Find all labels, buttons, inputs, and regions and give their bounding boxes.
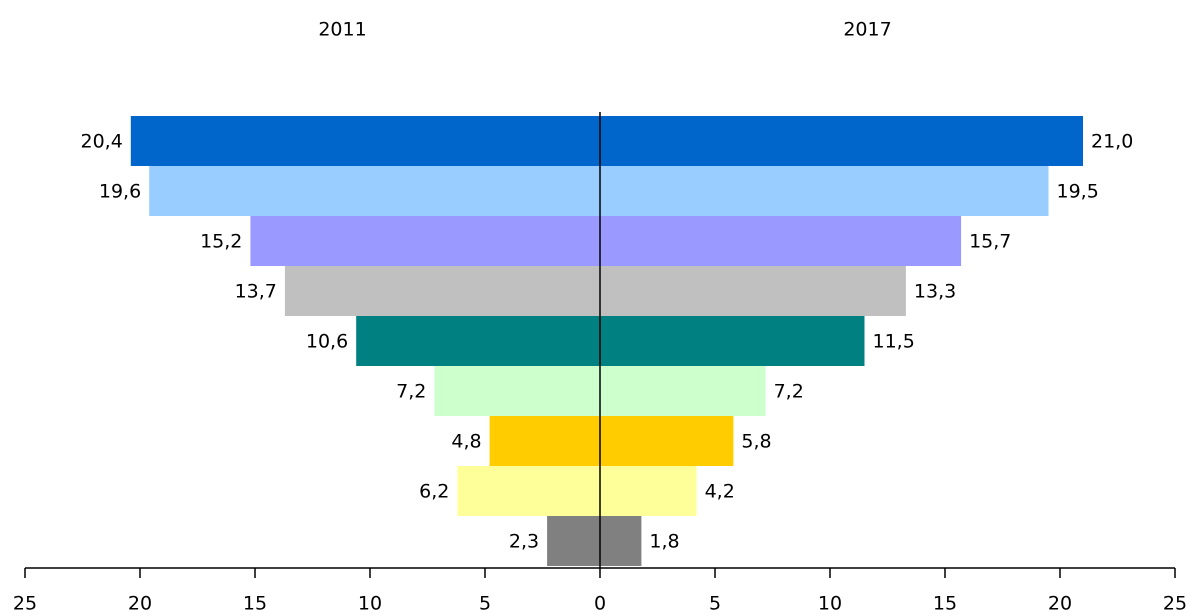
data-label: 2,3 — [509, 531, 539, 553]
x-tick-label: 20 — [128, 593, 152, 615]
bar — [600, 516, 642, 566]
bar — [600, 416, 734, 466]
x-tick-label: 25 — [1163, 593, 1187, 615]
x-tick-label: 20 — [1048, 593, 1072, 615]
bar — [250, 216, 600, 266]
x-tick-label: 0 — [594, 593, 606, 615]
data-label: 6,2 — [419, 481, 449, 503]
x-tick-label: 25 — [13, 593, 37, 615]
bar — [600, 166, 1049, 216]
data-label: 1,8 — [649, 531, 679, 553]
data-label: 13,3 — [914, 281, 956, 303]
data-label: 7,2 — [396, 381, 426, 403]
data-label: 20,4 — [80, 131, 122, 153]
x-tick-label: 10 — [358, 593, 382, 615]
data-label: 15,2 — [200, 231, 242, 253]
bar — [434, 366, 600, 416]
data-label: 5,8 — [741, 431, 771, 453]
data-label: 4,2 — [705, 481, 735, 503]
data-label: 10,6 — [306, 331, 348, 353]
data-label: 11,5 — [873, 331, 915, 353]
bar — [600, 116, 1083, 166]
x-tick-label: 15 — [243, 593, 267, 615]
data-label: 19,6 — [99, 181, 141, 203]
x-tick-label: 15 — [933, 593, 957, 615]
bar — [600, 216, 962, 266]
data-label: 4,8 — [451, 431, 481, 453]
x-tick-label: 5 — [479, 593, 491, 615]
bar — [600, 466, 697, 516]
data-label: 19,5 — [1057, 181, 1099, 203]
bar — [356, 316, 600, 366]
bar — [457, 466, 600, 516]
bar — [600, 316, 865, 366]
series-title: 2017 — [843, 19, 891, 41]
bar — [600, 266, 906, 316]
data-label: 7,2 — [774, 381, 804, 403]
bar — [489, 416, 600, 466]
bar — [284, 266, 600, 316]
series-title: 2011 — [318, 19, 366, 41]
x-tick-label: 5 — [709, 593, 721, 615]
bar — [130, 116, 601, 166]
data-label: 13,7 — [235, 281, 277, 303]
bar — [547, 516, 600, 566]
data-label: 15,7 — [969, 231, 1011, 253]
bar — [600, 366, 766, 416]
data-label: 21,0 — [1091, 131, 1133, 153]
x-tick-label: 10 — [818, 593, 842, 615]
bar — [149, 166, 600, 216]
